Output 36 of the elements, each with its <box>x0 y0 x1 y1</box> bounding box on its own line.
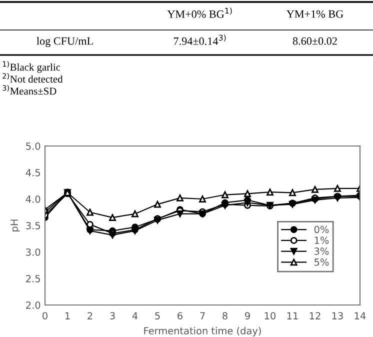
x-tick-label: 4 <box>132 312 138 320</box>
y-tick-label: 3.0 <box>26 248 40 256</box>
x-tick-label: 8 <box>222 312 228 320</box>
text: YM+1% BG <box>286 10 344 18</box>
y-tick-label: 3.5 <box>26 222 40 230</box>
x-tick-label: 1 <box>65 312 70 320</box>
y-tick-label: 2.5 <box>26 274 40 282</box>
x-axis-title: Fermentation time (day) <box>144 326 261 336</box>
y-axis-title: pH <box>10 220 20 232</box>
text: $^{2)}$Not detected <box>2 73 63 83</box>
x-tick-label: 12 <box>310 312 320 320</box>
text: 7.94±0.14$^{3)}$ <box>174 34 226 45</box>
x-tick-label: 9 <box>245 312 250 320</box>
text: $^{1)}$Black garlic <box>2 61 60 73</box>
legend-label: 1% <box>314 236 329 244</box>
text: YM+0% BG$^{1)}$ <box>167 8 232 18</box>
x-tick-label: 10 <box>264 312 276 320</box>
x-tick-label: 13 <box>332 312 343 320</box>
x-tick-label: 3 <box>110 312 115 320</box>
y-tick-label: 2.0 <box>26 301 40 309</box>
x-tick-label: 0 <box>42 312 48 320</box>
x-tick-label: 6 <box>178 312 182 320</box>
y-tick-label: 4.5 <box>26 169 40 176</box>
x-tick-label: 2 <box>88 312 92 320</box>
x-tick-label: 11 <box>287 312 298 320</box>
text: log CFU/mL <box>36 36 93 48</box>
text: $^{3)}$Means±SD <box>2 85 56 95</box>
y-tick-label: 5.0 <box>26 142 40 150</box>
legend-label: 0% <box>314 226 329 234</box>
x-tick-label: 5 <box>155 312 160 320</box>
y-tick-label: 4.0 <box>26 195 40 203</box>
x-tick-label: 14 <box>354 312 366 320</box>
text: 8.60±0.02 <box>292 37 337 45</box>
legend-label: 5% <box>314 258 329 266</box>
x-tick-label: 7 <box>200 312 205 320</box>
legend-label: 3% <box>314 248 329 255</box>
